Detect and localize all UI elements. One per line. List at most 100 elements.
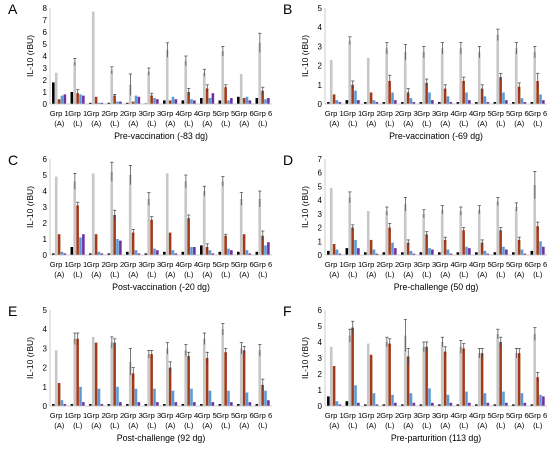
bar: [409, 250, 413, 255]
bar: [116, 386, 119, 406]
y-tick-label: 1: [318, 237, 323, 246]
y-tick-label: 0: [318, 100, 323, 109]
bar: [208, 390, 212, 406]
y-tick-label: 1: [43, 383, 48, 392]
bar: [218, 100, 222, 104]
bar: [459, 346, 463, 406]
x-tick-label-group: Grp 6: [235, 260, 254, 269]
x-tick-label-group: Grp 4: [454, 260, 473, 269]
bar: [193, 247, 196, 255]
bar: [345, 401, 349, 406]
y-tick-label: 5: [318, 4, 323, 13]
bar: [116, 239, 119, 255]
panel-letter: F: [283, 303, 292, 319]
bar: [242, 350, 246, 406]
bar: [480, 242, 484, 255]
x-tick-label-group: Grp 1: [50, 109, 69, 118]
bar: [477, 209, 481, 255]
bar: [91, 336, 95, 406]
bar: [449, 102, 453, 104]
x-tick-label-type: (L): [385, 270, 395, 279]
y-axis-label: IL-10 (rBU): [300, 186, 310, 228]
bar: [100, 102, 104, 104]
bar: [200, 98, 203, 104]
y-axis-label: IL-10 (rBU): [300, 337, 310, 379]
bar: [187, 356, 190, 406]
bar: [369, 354, 373, 406]
bar: [165, 50, 169, 104]
y-tick-label: 0: [43, 100, 48, 109]
bar: [419, 252, 423, 255]
y-tick-label: 3: [43, 64, 48, 73]
bar: [475, 252, 478, 255]
x-tick-label-type: (L): [110, 421, 120, 430]
bar: [174, 253, 178, 255]
bar: [394, 248, 397, 255]
bar: [419, 404, 423, 406]
bar: [536, 80, 539, 104]
y-tick-label: 5: [43, 40, 48, 49]
x-tick-label-type: (A): [366, 119, 377, 128]
bar: [422, 52, 426, 104]
bar: [475, 404, 478, 406]
y-tick-label: 4: [43, 325, 48, 334]
x-tick-label-group: Grp 4: [436, 109, 455, 118]
bar: [456, 252, 460, 255]
bar: [211, 402, 215, 406]
bar: [57, 234, 61, 255]
bar: [221, 181, 225, 255]
x-tick-label-group: Grp 4: [436, 411, 455, 420]
y-tick-label: 4: [318, 196, 323, 205]
bar: [190, 247, 193, 255]
x-tick-label-type: (A): [329, 421, 340, 430]
bar: [539, 94, 542, 104]
x-tick-label-type: (L): [147, 119, 157, 128]
y-tick-label: 6: [43, 155, 48, 164]
x-tick-label-group: Grp 5: [491, 411, 510, 420]
bar: [536, 377, 539, 406]
x-tick-label-type: (A): [202, 270, 213, 279]
bar: [237, 404, 240, 406]
bar: [486, 102, 490, 104]
bar: [412, 102, 416, 104]
bar: [459, 211, 463, 255]
bar: [401, 404, 404, 406]
x-tick-label-type: (L): [385, 421, 395, 430]
bar: [261, 90, 264, 104]
bar: [422, 346, 426, 406]
bar: [357, 402, 360, 406]
y-tick-label: 2: [43, 364, 48, 373]
bar: [245, 250, 249, 255]
bar: [391, 92, 394, 104]
bar: [82, 95, 85, 104]
x-tick-label-type: (A): [366, 421, 377, 430]
bar: [227, 390, 230, 406]
bar: [239, 74, 243, 104]
bar: [335, 401, 339, 406]
bar: [150, 354, 153, 406]
x-tick-label-group: Grp 1: [343, 411, 362, 420]
bar: [150, 95, 153, 104]
y-axis-label: IL-10 (rBU): [300, 35, 310, 77]
bar: [533, 334, 537, 406]
bar: [156, 250, 159, 255]
bar: [401, 252, 404, 255]
bar: [517, 86, 521, 104]
bar: [533, 185, 537, 255]
bar: [126, 404, 129, 406]
x-tick-label-type: (A): [128, 270, 139, 279]
bar: [462, 80, 465, 104]
x-tick-label-group: Grp 1: [50, 411, 69, 420]
bar: [440, 48, 444, 104]
x-tick-label-type: (L): [533, 119, 543, 128]
bar: [237, 251, 240, 255]
x-tick-label-type: (L): [422, 421, 432, 430]
bar: [82, 402, 85, 406]
x-tick-label-type: (A): [514, 270, 525, 279]
bar: [57, 382, 61, 406]
x-tick-label-type: (L): [422, 270, 432, 279]
x-tick-label-group: Grp 5: [473, 109, 492, 118]
bar: [134, 388, 138, 406]
x-tick-label-type: (A): [202, 421, 213, 430]
